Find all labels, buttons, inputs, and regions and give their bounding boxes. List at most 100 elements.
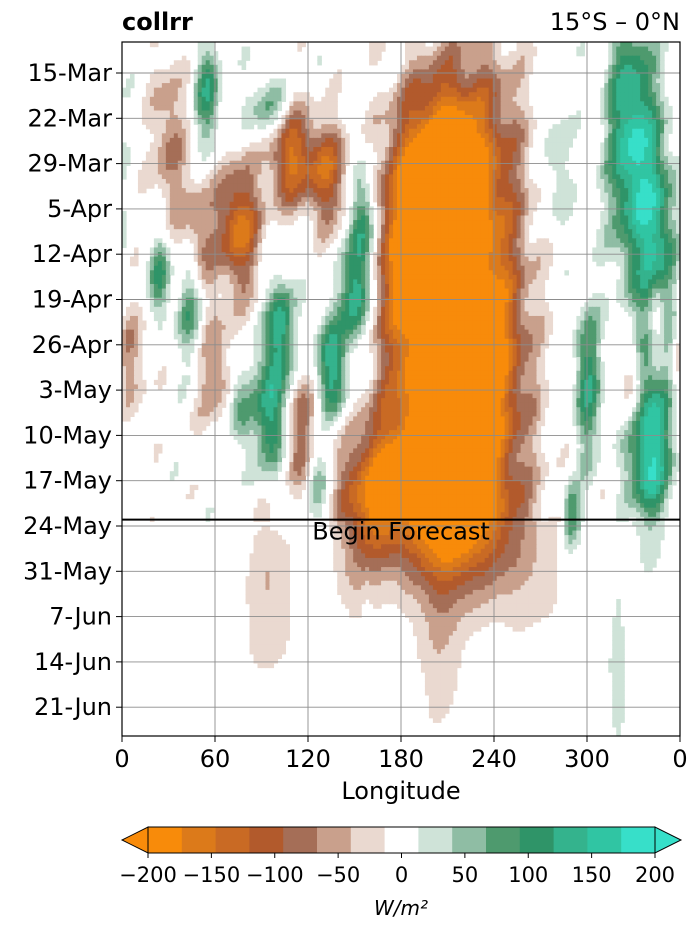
heatmap-cell <box>201 133 207 139</box>
heatmap-cell <box>624 128 629 134</box>
heatmap-cell <box>397 133 402 139</box>
heatmap-cell <box>464 201 470 207</box>
heatmap-cell <box>660 124 665 130</box>
heatmap-cell <box>361 188 366 194</box>
heatmap-cell <box>432 128 438 134</box>
heatmap-cell <box>556 210 562 217</box>
heatmap-cell <box>317 133 322 139</box>
heatmap-cell <box>297 105 302 112</box>
heatmap-cell <box>205 46 211 52</box>
heatmap-cell <box>133 256 139 262</box>
heatmap-cell <box>520 128 526 134</box>
heatmap-cell <box>377 229 382 235</box>
heatmap-cell <box>333 229 338 235</box>
heatmap-cell <box>652 229 657 235</box>
heatmap-cell <box>301 178 306 185</box>
heatmap-cell <box>225 151 231 157</box>
heatmap-cell <box>480 151 486 157</box>
heatmap-cell <box>197 270 203 276</box>
heatmap-cell <box>428 78 434 84</box>
heatmap-cell <box>472 83 478 89</box>
heatmap-cell <box>377 270 382 276</box>
heatmap-cell <box>177 188 183 194</box>
heatmap-cell <box>428 119 434 125</box>
heatmap-cell <box>197 78 203 84</box>
heatmap-cell <box>161 169 167 176</box>
heatmap-cell <box>488 137 494 144</box>
heatmap-cell <box>412 229 418 235</box>
heatmap-cell <box>456 96 462 102</box>
heatmap-cell <box>600 101 605 107</box>
heatmap-cell <box>416 183 422 189</box>
heatmap-cell <box>233 242 239 249</box>
heatmap-cell <box>317 233 322 239</box>
heatmap-cell <box>169 64 175 70</box>
heatmap-cell <box>357 229 362 235</box>
heatmap-cell <box>137 174 143 180</box>
heatmap-cell <box>648 165 653 171</box>
heatmap-cell <box>169 73 175 80</box>
heatmap-cell <box>293 115 298 121</box>
heatmap-cell <box>416 256 422 262</box>
heatmap-cell <box>560 119 566 125</box>
heatmap-cell <box>628 215 633 221</box>
heatmap-cell <box>468 233 474 239</box>
heatmap-cell <box>321 238 326 244</box>
heatmap-cell <box>596 238 601 244</box>
heatmap-cell <box>616 60 621 66</box>
heatmap-cell <box>321 233 326 239</box>
heatmap-cell <box>644 42 649 48</box>
heatmap-cell <box>393 151 398 157</box>
heatmap-cell <box>544 261 550 267</box>
heatmap-cell <box>660 101 665 107</box>
heatmap-cell <box>488 142 494 148</box>
heatmap-cell <box>293 119 298 125</box>
heatmap-cell <box>213 261 219 267</box>
heatmap-cell <box>488 197 494 203</box>
heatmap-cell <box>265 169 271 176</box>
heatmap-cell <box>568 192 573 198</box>
heatmap-cell <box>612 147 617 153</box>
heatmap-cell <box>209 78 215 84</box>
heatmap-cell <box>357 270 362 276</box>
heatmap-cell <box>313 119 318 125</box>
heatmap-cell <box>145 261 151 267</box>
heatmap-cell <box>401 69 406 75</box>
heatmap-cell <box>153 238 159 244</box>
heatmap-cell <box>648 78 653 84</box>
heatmap-cell <box>225 256 231 262</box>
heatmap-cell <box>221 178 227 185</box>
heatmap-cell <box>488 83 494 89</box>
heatmap-cell <box>237 242 243 249</box>
heatmap-cell <box>420 83 426 89</box>
heatmap-cell <box>165 261 171 267</box>
heatmap-cell <box>381 169 386 176</box>
heatmap-cell <box>508 60 514 66</box>
heatmap-cell <box>412 60 418 66</box>
heatmap-cell <box>317 174 322 180</box>
heatmap-cell <box>201 279 207 285</box>
heatmap-cell <box>333 183 338 189</box>
heatmap-cell <box>145 156 151 162</box>
heatmap-cell <box>452 51 458 57</box>
heatmap-cell <box>169 197 175 203</box>
heatmap-cell <box>269 215 275 221</box>
heatmap-cell <box>640 69 645 75</box>
heatmap-cell <box>472 51 478 57</box>
heatmap-cell <box>624 210 629 217</box>
heatmap-cell <box>504 192 510 198</box>
heatmap-cell <box>201 124 207 130</box>
heatmap-cell <box>668 242 673 249</box>
heatmap-cell <box>612 215 617 221</box>
heatmap-cell <box>122 215 127 221</box>
heatmap-cell <box>576 110 581 116</box>
heatmap-cell <box>329 115 334 121</box>
heatmap-cell <box>528 142 534 148</box>
heatmap-cell <box>337 220 342 226</box>
heatmap-cell <box>572 188 577 194</box>
heatmap-cell <box>293 210 298 217</box>
heatmap-cell <box>205 147 211 153</box>
heatmap-cell <box>448 215 454 221</box>
heatmap-cell <box>652 220 657 226</box>
heatmap-cell <box>181 279 187 285</box>
